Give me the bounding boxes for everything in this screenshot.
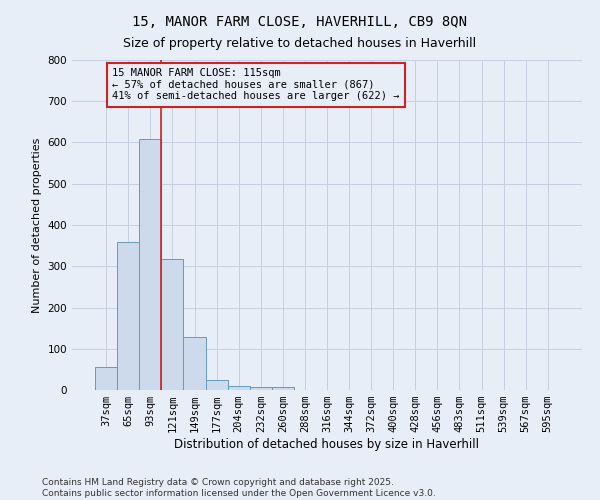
Bar xyxy=(250,386,272,390)
Bar xyxy=(139,139,161,390)
Bar xyxy=(161,259,184,390)
Text: 15, MANOR FARM CLOSE, HAVERHILL, CB9 8QN: 15, MANOR FARM CLOSE, HAVERHILL, CB9 8QN xyxy=(133,15,467,29)
Bar xyxy=(117,242,139,390)
Bar xyxy=(95,368,117,390)
Bar xyxy=(272,386,294,390)
Text: Contains HM Land Registry data © Crown copyright and database right 2025.
Contai: Contains HM Land Registry data © Crown c… xyxy=(42,478,436,498)
Bar xyxy=(227,386,250,390)
Bar xyxy=(206,380,227,390)
Y-axis label: Number of detached properties: Number of detached properties xyxy=(32,138,42,312)
Text: 15 MANOR FARM CLOSE: 115sqm
← 57% of detached houses are smaller (867)
41% of se: 15 MANOR FARM CLOSE: 115sqm ← 57% of det… xyxy=(112,68,400,102)
Bar xyxy=(184,337,206,390)
Text: Size of property relative to detached houses in Haverhill: Size of property relative to detached ho… xyxy=(124,38,476,51)
X-axis label: Distribution of detached houses by size in Haverhill: Distribution of detached houses by size … xyxy=(175,438,479,451)
